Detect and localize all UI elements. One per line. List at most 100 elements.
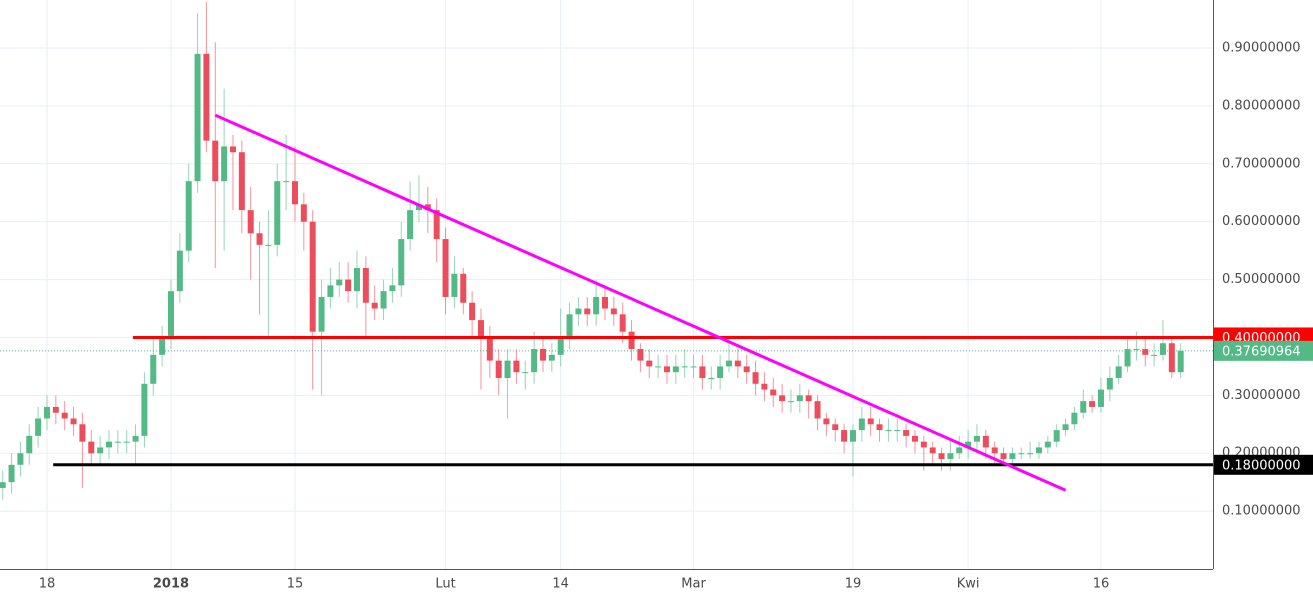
candle-body [663, 366, 670, 373]
level-box [1214, 454, 1313, 475]
last-price-label: 0.37690964 [1222, 344, 1301, 359]
candle-body [132, 435, 139, 442]
candle-body [584, 308, 591, 315]
candle-body [362, 268, 369, 303]
candle-body [97, 447, 104, 454]
trendline [214, 113, 1067, 492]
candle-body [548, 354, 555, 361]
y-tick-label: 0.10000000 [1222, 504, 1301, 519]
candle-body [531, 349, 538, 373]
candle-body [61, 412, 68, 419]
candle-body [1035, 447, 1042, 454]
candle-body [1053, 430, 1060, 442]
candle-body [672, 366, 679, 373]
candle-body [371, 302, 378, 309]
y-tick-label: 0.70000000 [1222, 156, 1301, 171]
candle-body [327, 285, 334, 297]
candle-body [539, 349, 546, 361]
candle-body [920, 441, 927, 448]
candle-body [938, 453, 945, 460]
candle-body [1062, 424, 1069, 431]
candle-body [8, 464, 15, 483]
last-price-box [1214, 340, 1313, 361]
y-tick-label: 0.50000000 [1222, 272, 1301, 287]
x-tick-label: 18 [39, 577, 56, 592]
candle-body [575, 308, 582, 315]
candle-body [185, 181, 192, 251]
candle-body [947, 453, 954, 460]
candle-body [238, 152, 245, 211]
candle-body [779, 395, 786, 402]
candle-body [876, 424, 883, 431]
candle-body [699, 366, 706, 378]
y-tick-label: 0.90000000 [1222, 41, 1301, 56]
candle-body [167, 291, 174, 338]
candle-body [1124, 349, 1131, 367]
candle-body [0, 482, 6, 488]
candle-body [451, 273, 458, 297]
x-tick-label: Mar [681, 577, 706, 592]
candle-body [194, 53, 201, 182]
candle-body [610, 308, 617, 315]
candle-body [566, 314, 573, 338]
candle-body [1044, 441, 1051, 448]
candle-body [1159, 343, 1166, 355]
candle-body [159, 337, 166, 355]
candle-body [752, 372, 759, 384]
x-tick-label: 19 [845, 577, 862, 592]
candle-body [389, 285, 396, 292]
candle-body [150, 354, 157, 384]
candle-body [105, 441, 112, 448]
candle-body [619, 314, 626, 332]
candle-body [734, 360, 741, 367]
candle-body [477, 320, 484, 338]
candle-body [1009, 453, 1016, 460]
candle-body [867, 418, 874, 425]
candle-body [761, 383, 768, 390]
candle-body [141, 383, 148, 436]
candle-body [841, 430, 848, 442]
candle-body [353, 268, 360, 292]
candle-body [309, 221, 316, 332]
candle-body [903, 430, 910, 436]
candle-body [88, 441, 95, 454]
candle-body [70, 418, 77, 425]
candle-body [345, 279, 352, 292]
candle-body [1142, 349, 1149, 355]
candle-body [601, 296, 608, 309]
candle-body [911, 435, 918, 442]
candle-body [717, 366, 724, 378]
candle-body [1106, 377, 1113, 390]
candle-body [655, 366, 662, 368]
level-label: 0.18000000 [1222, 458, 1301, 473]
candle-body [628, 331, 635, 350]
candle-body [424, 204, 431, 211]
candle-body [973, 435, 980, 442]
candle-body [407, 210, 414, 240]
candle-body [1177, 350, 1184, 373]
candle-body [1168, 343, 1175, 373]
candle-body [415, 204, 422, 211]
candle-body [52, 406, 59, 413]
candle-body [212, 140, 219, 182]
candle-body [796, 395, 803, 402]
candle-body [991, 447, 998, 454]
candle-body [79, 424, 86, 442]
candle-body [265, 244, 272, 246]
candle-body [274, 181, 281, 245]
candle-body [43, 406, 50, 419]
candle-body [894, 430, 901, 432]
candle-body [504, 360, 511, 378]
candle-body [486, 337, 493, 361]
x-tick-label: 2018 [153, 577, 189, 592]
x-tick-label: Kwi [957, 577, 980, 592]
candle-body [929, 447, 936, 454]
candle-body [1000, 453, 1007, 460]
candle-body [743, 366, 750, 373]
candle-body [708, 377, 715, 379]
candle-body [832, 424, 839, 431]
candle-body [35, 418, 42, 436]
candle-body [1027, 453, 1034, 455]
candle-body [1071, 412, 1078, 425]
